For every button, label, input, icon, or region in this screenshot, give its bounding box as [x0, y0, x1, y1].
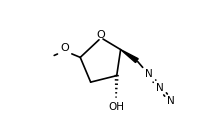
Polygon shape — [121, 50, 138, 63]
Text: O: O — [97, 30, 105, 40]
Text: N: N — [145, 69, 153, 79]
Text: N: N — [157, 83, 164, 93]
Text: OH: OH — [108, 102, 124, 112]
Text: O: O — [60, 43, 69, 53]
Text: N: N — [167, 96, 175, 106]
